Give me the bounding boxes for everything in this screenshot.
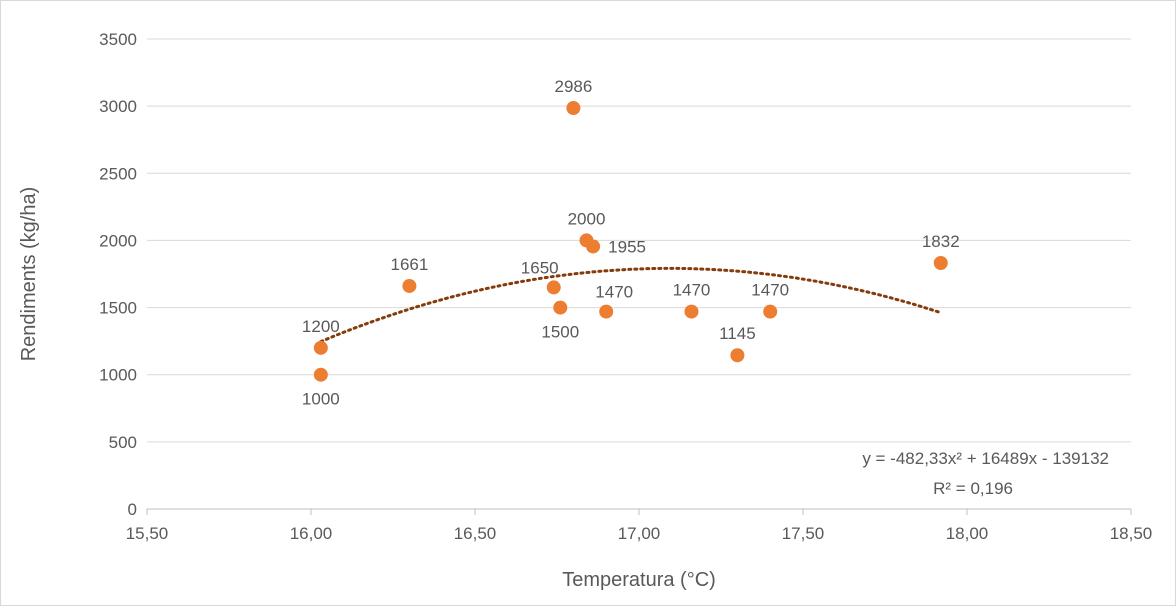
trendline-equation: y = -482,33x² + 16489x - 139132 [862, 449, 1109, 468]
x-tick-label: 16,00 [290, 524, 333, 543]
data-label: 1832 [922, 232, 960, 251]
y-tick-label: 2000 [99, 231, 137, 250]
data-label: 1200 [302, 317, 340, 336]
data-label: 1650 [521, 258, 559, 277]
data-point [599, 304, 614, 319]
data-point [730, 348, 745, 363]
data-label: 1470 [751, 281, 789, 300]
data-label: 1000 [302, 390, 340, 409]
data-label: 1470 [595, 283, 633, 302]
x-tick-label: 16,50 [454, 524, 497, 543]
data-label: 1661 [390, 255, 428, 274]
data-point [402, 278, 417, 293]
data-label: 1470 [673, 281, 711, 300]
y-tick-label: 0 [128, 500, 137, 519]
data-point [546, 280, 561, 295]
trendline [319, 266, 943, 344]
data-label: 2986 [554, 77, 592, 96]
x-axis-title: Temperatura (°C) [562, 569, 716, 591]
y-tick-label: 1000 [99, 366, 137, 385]
trendline-r-squared: R² = 0,196 [933, 479, 1013, 498]
data-point [933, 255, 948, 270]
y-tick-label: 500 [109, 433, 137, 452]
x-tick-label: 18,50 [1110, 524, 1153, 543]
y-tick-label: 3500 [99, 30, 137, 49]
x-tick-label: 15,50 [126, 524, 169, 543]
data-point [313, 367, 328, 382]
x-tick-label: 17,50 [782, 524, 825, 543]
data-label: 2000 [568, 209, 606, 228]
x-tick-label: 17,00 [618, 524, 661, 543]
y-tick-label: 2500 [99, 164, 137, 183]
x-tick-label: 18,00 [946, 524, 989, 543]
y-tick-label: 3000 [99, 97, 137, 116]
data-point [566, 101, 581, 116]
gridlines [147, 38, 1131, 510]
y-tick-label: 1500 [99, 299, 137, 318]
data-points [313, 101, 948, 382]
data-label: 1145 [719, 324, 756, 343]
data-point [313, 340, 328, 355]
data-point [586, 239, 601, 254]
y-axis-title: Rendiments (kg/ha) [18, 187, 40, 362]
data-point [684, 304, 699, 319]
axes: 0 500 1000 1500 2000 2500 3000 3500 15,50 16,00 16… [99, 30, 1152, 543]
data-label: 1955 [608, 237, 646, 256]
data-label: 1500 [541, 323, 579, 342]
data-point [553, 300, 568, 315]
data-point [763, 304, 778, 319]
trendline-layer [319, 266, 943, 344]
